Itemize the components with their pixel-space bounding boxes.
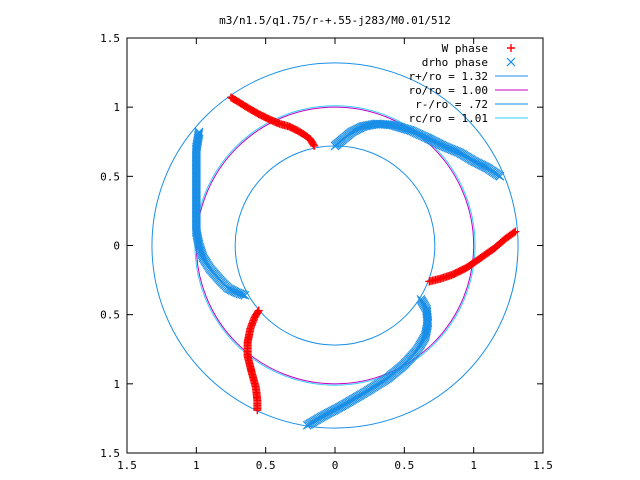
- data-point: [237, 289, 246, 299]
- data-point: [232, 288, 241, 297]
- data-point: [405, 125, 415, 135]
- marker-layer: [191, 93, 520, 430]
- data-point: [511, 227, 520, 236]
- data-point: [233, 288, 243, 298]
- data-point: [195, 242, 205, 252]
- ring-ro-ro-1-00: [195, 106, 475, 385]
- x-tick-label: 1.5: [117, 459, 137, 472]
- data-point: [449, 145, 459, 155]
- y-tick-label: 1.5: [100, 447, 120, 460]
- x-tick-label: 1: [193, 459, 200, 472]
- data-point: [240, 290, 250, 300]
- y-tick-label: 1: [113, 378, 120, 391]
- data-point: [309, 140, 318, 149]
- data-point: [198, 251, 208, 261]
- data-point: [452, 147, 462, 156]
- data-point: [238, 290, 248, 300]
- data-point: [421, 330, 430, 340]
- y-axis: 1.5 1 0.5 0 0.5 1 1.5: [100, 32, 543, 460]
- ring-r-ro-1-32: [151, 62, 519, 429]
- data-point: [440, 142, 450, 151]
- legend-label: r-/ro = .72: [415, 98, 488, 111]
- y-tick-label: 1.5: [100, 32, 120, 45]
- x-axis: 1.5 1 0.5 0 0.5 1 1.5: [117, 38, 553, 472]
- data-point: [235, 289, 245, 299]
- data-point: [443, 143, 453, 153]
- data-point: [196, 245, 206, 255]
- data-point: [506, 57, 516, 67]
- legend-label: rc/ro = 1.01: [409, 112, 488, 125]
- y-tick-label: 0: [113, 240, 120, 253]
- legend-label: ro/ro = 1.00: [409, 84, 488, 97]
- data-point: [444, 143, 454, 153]
- data-point: [453, 147, 463, 157]
- data-point: [441, 142, 451, 152]
- data-point: [195, 244, 205, 254]
- x-tick-label: 1.5: [533, 459, 553, 472]
- series-drho-phase: [191, 119, 505, 430]
- y-tick-label: 0.5: [100, 309, 120, 322]
- data-point: [310, 141, 319, 150]
- data-point: [438, 141, 448, 151]
- data-point: [253, 406, 262, 415]
- x-tick-label: 0.5: [256, 459, 276, 472]
- data-point: [197, 250, 207, 260]
- data-point: [446, 144, 456, 154]
- data-point: [197, 248, 207, 258]
- data-point: [447, 145, 457, 155]
- series-w-phase: [227, 93, 520, 415]
- legend-label: W phase: [442, 42, 488, 55]
- chart-title: m3/n1.5/q1.75/r-+.55-j283/M0.01/512: [219, 14, 451, 27]
- y-tick-label: 1: [113, 101, 120, 114]
- data-point: [302, 420, 312, 430]
- data-point: [507, 44, 515, 52]
- y-tick-label: 0.5: [100, 170, 120, 183]
- data-point: [509, 228, 518, 237]
- data-point: [495, 171, 505, 181]
- data-point: [196, 247, 206, 257]
- legend-label: drho phase: [422, 56, 488, 69]
- x-tick-label: 1: [470, 459, 477, 472]
- data-point: [194, 241, 204, 250]
- legend-label: r+/ro = 1.32: [409, 70, 488, 83]
- x-tick-label: 0.5: [394, 459, 414, 472]
- x-tick-label: 0: [332, 459, 339, 472]
- ring-r-ro-72: [234, 145, 436, 346]
- data-point: [450, 146, 460, 156]
